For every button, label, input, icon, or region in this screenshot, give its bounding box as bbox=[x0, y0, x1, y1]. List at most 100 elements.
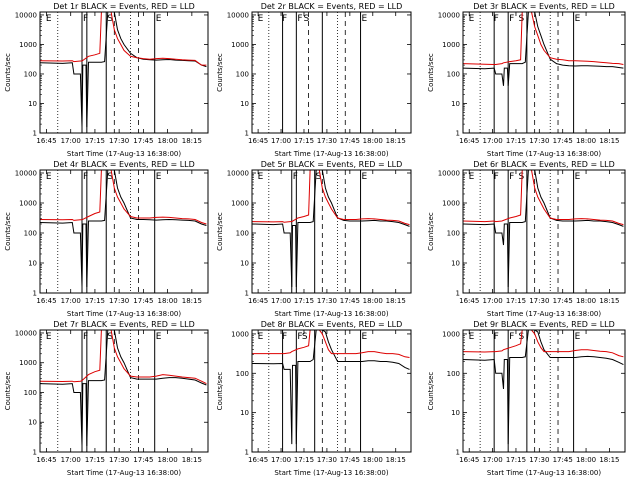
y-axis-label: Counts/sec bbox=[427, 53, 435, 92]
x-tick-label: 17:30 bbox=[529, 456, 549, 464]
x-tick-label: 17:45 bbox=[340, 297, 360, 305]
y-tick-label: 1 bbox=[33, 130, 37, 138]
event-marker-letter: E bbox=[46, 332, 52, 342]
event-marker-letter: F bbox=[494, 332, 499, 342]
y-axis-label: Counts/sec bbox=[216, 212, 224, 251]
x-tick-label: 16:45 bbox=[459, 137, 479, 145]
event-marker-letter: F bbox=[297, 14, 302, 24]
x-tick-label: 16:45 bbox=[459, 297, 479, 305]
x-tick-label: 16:45 bbox=[459, 456, 479, 464]
event-marker-letter: F bbox=[509, 332, 514, 342]
x-tick-label: 17:15 bbox=[85, 456, 105, 464]
event-marker-letter: F bbox=[83, 172, 88, 182]
x-axis-label: Start Time (17-Aug-13 16:38:00) bbox=[487, 150, 601, 158]
x-tick-label: 17:15 bbox=[85, 297, 105, 305]
x-tick-label: 18:00 bbox=[576, 297, 596, 305]
x-tick-label: 18:00 bbox=[363, 456, 383, 464]
event-marker-letter: E bbox=[46, 172, 52, 182]
x-tick-label: 18:00 bbox=[158, 297, 178, 305]
chart-title: Det 1r BLACK = Events, RED = LLD bbox=[53, 2, 195, 11]
x-axis-label: Start Time (17-Aug-13 16:38:00) bbox=[274, 469, 388, 477]
x-tick-label: 17:00 bbox=[271, 456, 291, 464]
x-tick-label: 17:30 bbox=[109, 297, 129, 305]
y-tick-label: 10 bbox=[451, 100, 460, 108]
y-tick-label: 1 bbox=[245, 130, 249, 138]
x-tick-label: 18:00 bbox=[363, 137, 383, 145]
x-tick-label: 17:45 bbox=[553, 297, 573, 305]
y-tick-label: 10000 bbox=[15, 170, 37, 178]
x-tick-label: 18:00 bbox=[576, 456, 596, 464]
event-marker-letter: F bbox=[297, 332, 302, 342]
x-tick-label: 17:45 bbox=[340, 137, 360, 145]
event-marker-letter: E bbox=[46, 14, 52, 24]
y-tick-label: 1000 bbox=[231, 330, 249, 338]
y-tick-label: 10 bbox=[451, 409, 460, 417]
event-marker-letter: E bbox=[362, 332, 368, 342]
y-tick-label: 1 bbox=[456, 290, 460, 298]
event-marker-letter: E bbox=[362, 14, 368, 24]
y-tick-label: 10 bbox=[240, 409, 249, 417]
y-tick-label: 100 bbox=[236, 70, 249, 78]
x-tick-label: 18:15 bbox=[599, 456, 619, 464]
event-marker-letter: E bbox=[575, 332, 581, 342]
event-marker-letter: E bbox=[575, 14, 581, 24]
x-axis-label: Start Time (17-Aug-13 16:38:00) bbox=[67, 469, 181, 477]
x-tick-label: 17:00 bbox=[483, 297, 503, 305]
x-tick-label: 17:30 bbox=[529, 297, 549, 305]
events-series-line bbox=[39, 11, 207, 128]
x-tick-label: 18:15 bbox=[182, 297, 202, 305]
event-marker-letter: S bbox=[107, 14, 113, 24]
event-marker-letter: E bbox=[258, 14, 264, 24]
x-tick-label: 18:00 bbox=[576, 137, 596, 145]
events-series-line bbox=[462, 11, 624, 86]
y-tick-label: 1000 bbox=[442, 330, 460, 338]
x-axis-label: Start Time (17-Aug-13 16:38:00) bbox=[487, 310, 601, 318]
x-tick-label: 17:15 bbox=[294, 137, 314, 145]
x-tick-label: 18:00 bbox=[363, 297, 383, 305]
y-tick-label: 10000 bbox=[227, 11, 249, 19]
lld-series-line bbox=[39, 329, 207, 385]
x-tick-label: 17:00 bbox=[61, 297, 81, 305]
x-tick-label: 17:30 bbox=[529, 137, 549, 145]
event-marker-letter: S bbox=[107, 172, 113, 182]
x-tick-label: 18:15 bbox=[182, 456, 202, 464]
y-axis-label: Counts/sec bbox=[216, 372, 224, 411]
chart-title: Det 2r BLACK = Events, RED = LLD bbox=[261, 2, 403, 11]
chart-title: Det 6r BLACK = Events, RED = LLD bbox=[473, 160, 615, 169]
plot-frame bbox=[251, 329, 412, 453]
y-tick-label: 1000 bbox=[231, 200, 249, 208]
y-tick-label: 1000 bbox=[442, 200, 460, 208]
event-marker-letter: F bbox=[509, 14, 514, 24]
plot-frame bbox=[462, 11, 626, 134]
y-tick-label: 10000 bbox=[15, 329, 37, 337]
event-marker-letter: E bbox=[156, 14, 162, 24]
event-marker-letter: F bbox=[83, 14, 88, 24]
y-tick-label: 100 bbox=[236, 370, 249, 378]
y-axis-label: Counts/sec bbox=[427, 212, 435, 251]
y-tick-label: 1 bbox=[456, 449, 460, 457]
y-tick-label: 100 bbox=[447, 370, 460, 378]
x-tick-label: 17:30 bbox=[317, 456, 337, 464]
x-tick-label: 17:00 bbox=[61, 137, 81, 145]
y-tick-label: 10000 bbox=[438, 170, 460, 178]
y-tick-label: 100 bbox=[24, 389, 37, 397]
plot-frame bbox=[39, 169, 209, 294]
x-tick-label: 17:30 bbox=[317, 297, 337, 305]
y-tick-label: 10000 bbox=[438, 11, 460, 19]
x-axis-label: Start Time (17-Aug-13 16:38:00) bbox=[487, 469, 601, 477]
chart-title: Det 7r BLACK = Events, RED = LLD bbox=[53, 320, 195, 329]
chart-panel-5: Det 5r BLACK = Events, RED = LLD Start Ti… bbox=[216, 160, 412, 318]
chart-title: Det 4r BLACK = Events, RED = LLD bbox=[53, 160, 195, 169]
x-tick-label: 18:15 bbox=[386, 137, 406, 145]
event-marker-letter: E bbox=[469, 14, 475, 24]
y-axis-label: Counts/sec bbox=[4, 372, 12, 411]
events-series-line bbox=[462, 329, 624, 445]
chart-title: Det 3r BLACK = Events, RED = LLD bbox=[473, 2, 615, 11]
y-tick-label: 10 bbox=[28, 100, 37, 108]
plot-frame bbox=[251, 169, 412, 294]
event-marker-letter: E bbox=[156, 332, 162, 342]
chart-panel-1: Det 1r BLACK = Events, RED = LLD Start Ti… bbox=[4, 2, 209, 158]
chart-panel-3: Det 3r BLACK = Events, RED = LLD Start Ti… bbox=[427, 2, 626, 158]
event-marker-letter: S bbox=[107, 332, 113, 342]
